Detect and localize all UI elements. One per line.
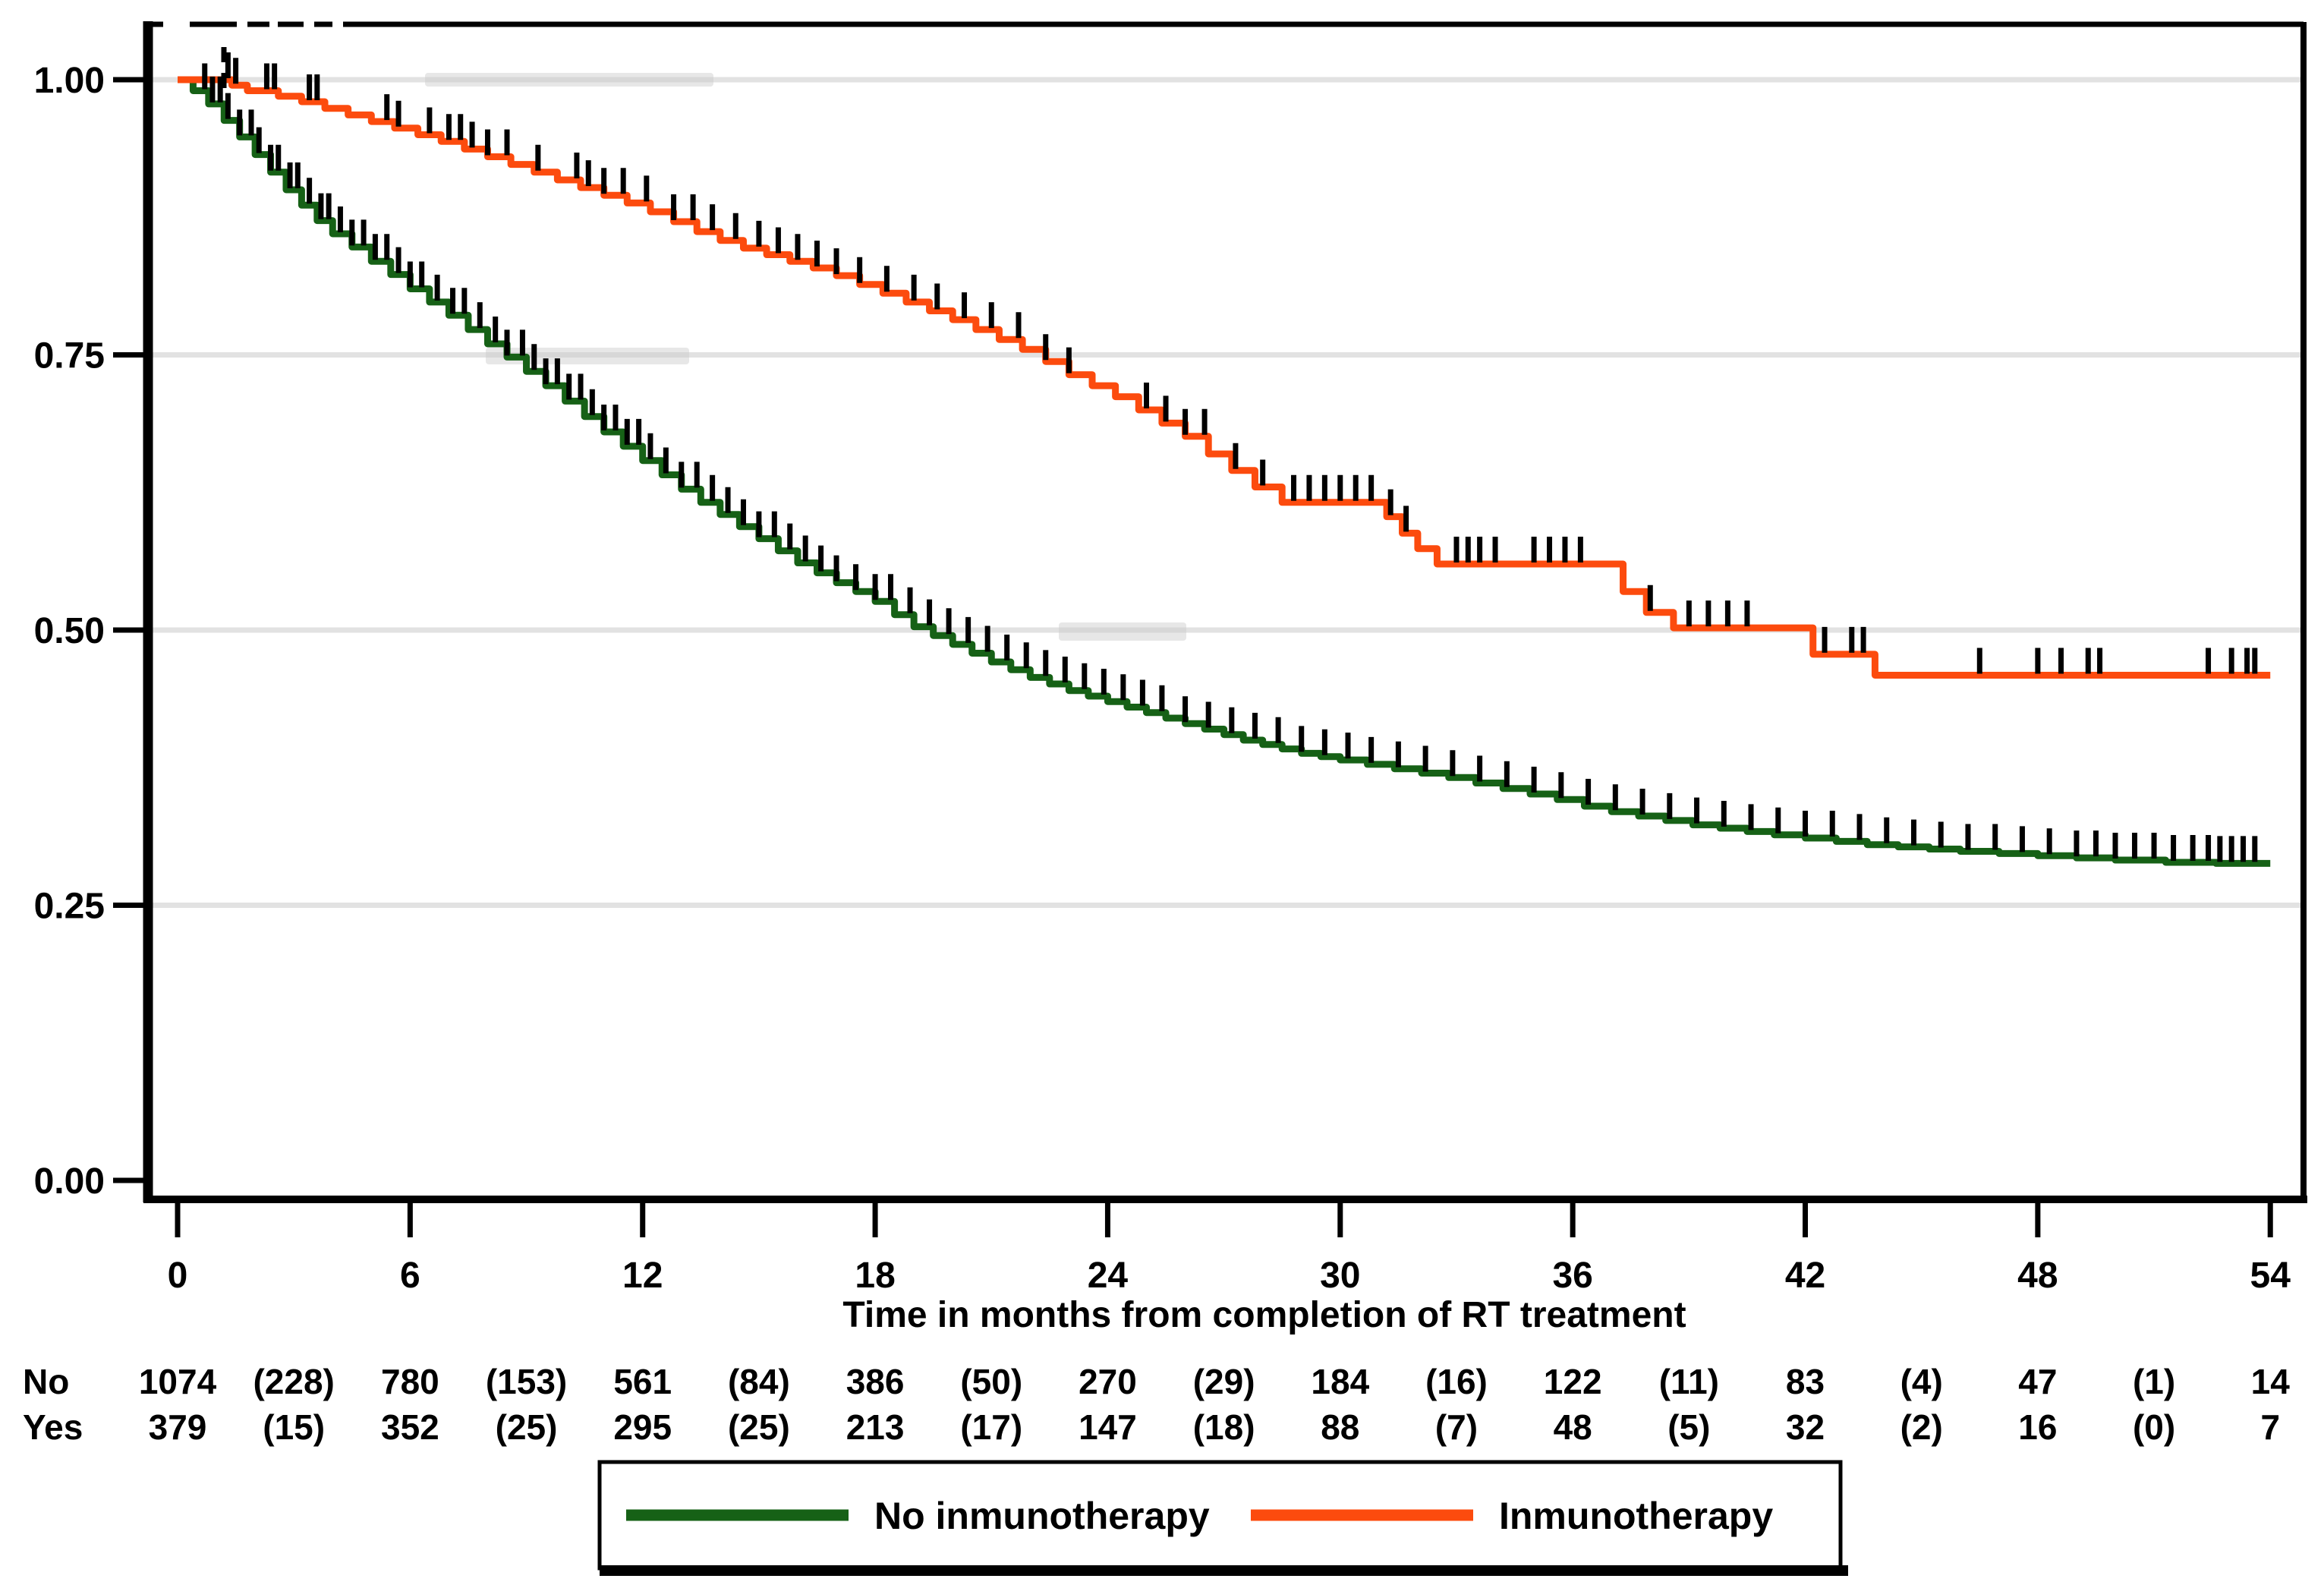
risk-censored-count: (84)	[728, 1362, 790, 1401]
risk-censored-count: (17)	[960, 1407, 1022, 1447]
risk-censored-count: (11)	[1659, 1362, 1719, 1401]
risk-count: 386	[846, 1362, 905, 1401]
survival-curves	[178, 76, 2271, 867]
risk-count: 147	[1079, 1407, 1137, 1447]
risk-censored-count: (5)	[1667, 1407, 1710, 1447]
risk-censored-count: (25)	[496, 1407, 558, 1447]
x-tick-label: 6	[400, 1256, 420, 1296]
risk-count: 88	[1321, 1407, 1359, 1447]
risk-censored-count: (228)	[253, 1362, 334, 1401]
risk-censored-count: (1)	[2133, 1362, 2175, 1401]
axis-labels: 1.00 0.75 0.50 0.25 0.00 0 6 12 18 24 30 36 42 48 54	[34, 61, 2291, 1296]
legend-entry-label: No inmunotherapy	[874, 1495, 1210, 1537]
x-tick-label: 0	[168, 1256, 188, 1296]
y-tick-label: 0.25	[34, 887, 105, 927]
risk-count: 295	[613, 1407, 672, 1447]
survival-curve-no-immunotherapy	[178, 76, 2271, 867]
y-tick-label: 0.00	[34, 1161, 105, 1202]
risk-censored-count: (0)	[2133, 1407, 2175, 1447]
risk-count: 14	[2251, 1362, 2291, 1401]
risk-censored-count: (7)	[1435, 1407, 1478, 1447]
risk-count: 213	[846, 1407, 905, 1447]
risk-censored-count: (4)	[1900, 1362, 1943, 1401]
risk-censored-count: (29)	[1193, 1362, 1255, 1401]
top-border-gap-artifact	[163, 19, 190, 30]
top-border-gap-artifact	[237, 19, 247, 30]
smudge-artifact	[425, 73, 713, 87]
x-tick-label: 42	[1785, 1256, 1825, 1296]
x-tick-label: 54	[2250, 1256, 2291, 1296]
risk-count: 122	[1544, 1362, 1602, 1401]
y-tick-label: 1.00	[34, 61, 105, 101]
x-tick-label: 24	[1088, 1256, 1129, 1296]
top-border-gap-artifact	[269, 19, 278, 30]
x-tick-label: 36	[1552, 1256, 1592, 1296]
x-axis-title: Time in months from completion of RT tre…	[842, 1295, 1686, 1335]
risk-count: 32	[1786, 1407, 1825, 1447]
risk-count: 48	[1554, 1407, 1592, 1447]
risk-censored-count: (16)	[1425, 1362, 1488, 1401]
x-tick-label: 48	[2017, 1256, 2058, 1296]
y-tick-label: 0.50	[34, 611, 105, 651]
risk-censored-count: (25)	[728, 1407, 790, 1447]
risk-count: 184	[1311, 1362, 1369, 1401]
risk-censored-count: (18)	[1193, 1407, 1255, 1447]
axis-ticks	[113, 77, 2273, 1237]
risk-count: 780	[381, 1362, 439, 1401]
risk-count: 16	[2018, 1407, 2057, 1447]
gridlines	[149, 77, 2304, 908]
number-at-risk-table: No 1074 (228) 780 (153) 561 (84) 386 (50) 270 (29)…	[23, 1362, 2290, 1447]
risk-row-label: Yes	[23, 1407, 83, 1447]
top-border-gap-artifact	[332, 19, 343, 30]
risk-row-label: No	[23, 1362, 69, 1401]
y-tick-label: 0.75	[34, 336, 105, 377]
risk-count: 379	[149, 1407, 207, 1447]
legend-entry-label: Inmunotherapy	[1499, 1495, 1773, 1537]
risk-censored-count: (153)	[486, 1362, 567, 1401]
x-tick-label: 30	[1320, 1256, 1360, 1296]
x-tick-label: 18	[855, 1256, 895, 1296]
risk-count: 7	[2260, 1407, 2280, 1447]
top-border-gap-artifact	[304, 19, 314, 30]
risk-count: 83	[1786, 1362, 1825, 1401]
risk-count: 270	[1079, 1362, 1137, 1401]
risk-count: 561	[613, 1362, 672, 1401]
risk-censored-count: (15)	[263, 1407, 325, 1447]
smudge-artifact	[1059, 622, 1186, 641]
legend: No inmunotherapy Inmunotherapy	[597, 1460, 1848, 1576]
risk-count: 352	[381, 1407, 439, 1447]
risk-censored-count: (2)	[1900, 1407, 1943, 1447]
censor-marks	[202, 47, 2258, 862]
plot-border	[143, 19, 2307, 1203]
risk-count: 47	[2018, 1362, 2057, 1401]
risk-censored-count: (50)	[960, 1362, 1022, 1401]
survival-curve-immunotherapy	[178, 76, 2271, 679]
legend-box-shadow	[600, 1565, 1848, 1576]
x-tick-label: 12	[622, 1256, 663, 1296]
risk-count: 1074	[139, 1362, 217, 1401]
